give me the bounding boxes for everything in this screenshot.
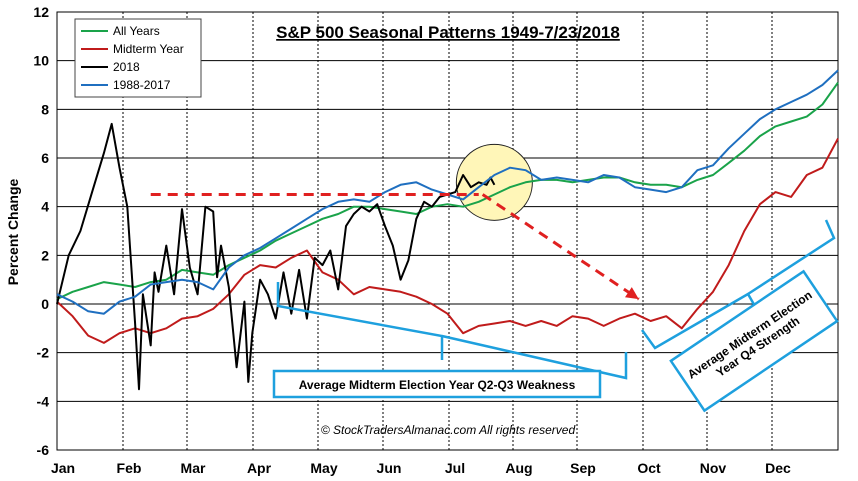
weakness-callout: Average Midterm Election Year Q2-Q3 Weak… bbox=[272, 282, 628, 399]
highlight-circle-shape bbox=[455, 143, 533, 221]
x-tick-label-aug: Aug bbox=[505, 460, 532, 476]
y-tick-label: 4 bbox=[41, 199, 49, 215]
copyright-text: © StockTradersAlmanac.com All rights res… bbox=[321, 423, 576, 437]
legend-label-midterm: Midterm Year bbox=[113, 42, 184, 56]
x-tick-label-may: May bbox=[310, 460, 337, 476]
strength-callout: Average Midterm ElectionYear Q4 Strength bbox=[640, 219, 839, 413]
y-tick-label: 0 bbox=[41, 296, 49, 312]
x-tick-label-nov: Nov bbox=[700, 460, 727, 476]
x-tick-label-jan: Jan bbox=[51, 460, 75, 476]
x-tick-label-sep: Sep bbox=[570, 460, 596, 476]
y-tick-label: -4 bbox=[37, 393, 50, 409]
legend: All Years Midterm Year 2018 1988-2017 bbox=[74, 18, 202, 98]
series-line-2018 bbox=[56, 122, 496, 391]
dashed-arrow-line bbox=[481, 193, 640, 301]
weakness-label-box bbox=[272, 369, 602, 399]
x-tick-label-dec: Dec bbox=[765, 460, 791, 476]
strength-bracket bbox=[640, 219, 836, 350]
legend-label-all-years: All Years bbox=[113, 24, 160, 38]
x-tick-label-feb: Feb bbox=[117, 460, 142, 476]
plot-frame bbox=[56, 11, 839, 451]
x-tick-label-mar: Mar bbox=[181, 460, 206, 476]
dashed-arrow-head bbox=[625, 287, 639, 300]
y-tick-label: 8 bbox=[41, 101, 49, 117]
legend-label-1988-2017: 1988-2017 bbox=[113, 78, 171, 92]
x-tick-label-oct: Oct bbox=[637, 460, 661, 476]
x-tick-label-jun: Jun bbox=[377, 460, 402, 476]
strength-label-box bbox=[669, 269, 839, 413]
x-tick-label-jul: Jul bbox=[445, 460, 465, 476]
y-tick-labels: -6 -4 -2 0 2 4 6 8 10 12 bbox=[33, 4, 49, 458]
annotations bbox=[150, 193, 640, 301]
y-tick-label: 12 bbox=[33, 4, 49, 20]
series-line-all-years bbox=[56, 82, 839, 301]
x-tick-labels: Jan Feb Mar Apr May Jun Jul Aug Sep Oct Nov Dec bbox=[51, 460, 791, 476]
weakness-bracket bbox=[276, 282, 628, 380]
x-tick-label-apr: Apr bbox=[247, 460, 272, 476]
y-tick-label: -6 bbox=[37, 442, 50, 458]
strength-label-group: Average Midterm ElectionYear Q4 Strength bbox=[669, 269, 839, 413]
chart-title: S&P 500 Seasonal Patterns 1949-7/23/2018 bbox=[276, 23, 620, 42]
legend-label-2018: 2018 bbox=[113, 60, 140, 74]
series-line-midterm-year bbox=[56, 138, 839, 344]
weakness-label: Average Midterm Election Year Q2-Q3 Weak… bbox=[299, 378, 576, 392]
highlight-circle bbox=[455, 143, 533, 221]
y-tick-label: 10 bbox=[33, 53, 49, 69]
y-axis-label: Percent Change bbox=[5, 178, 21, 285]
y-tick-label: -2 bbox=[37, 345, 50, 361]
y-tick-label: 6 bbox=[41, 150, 49, 166]
y-tick-label: 2 bbox=[41, 247, 49, 263]
